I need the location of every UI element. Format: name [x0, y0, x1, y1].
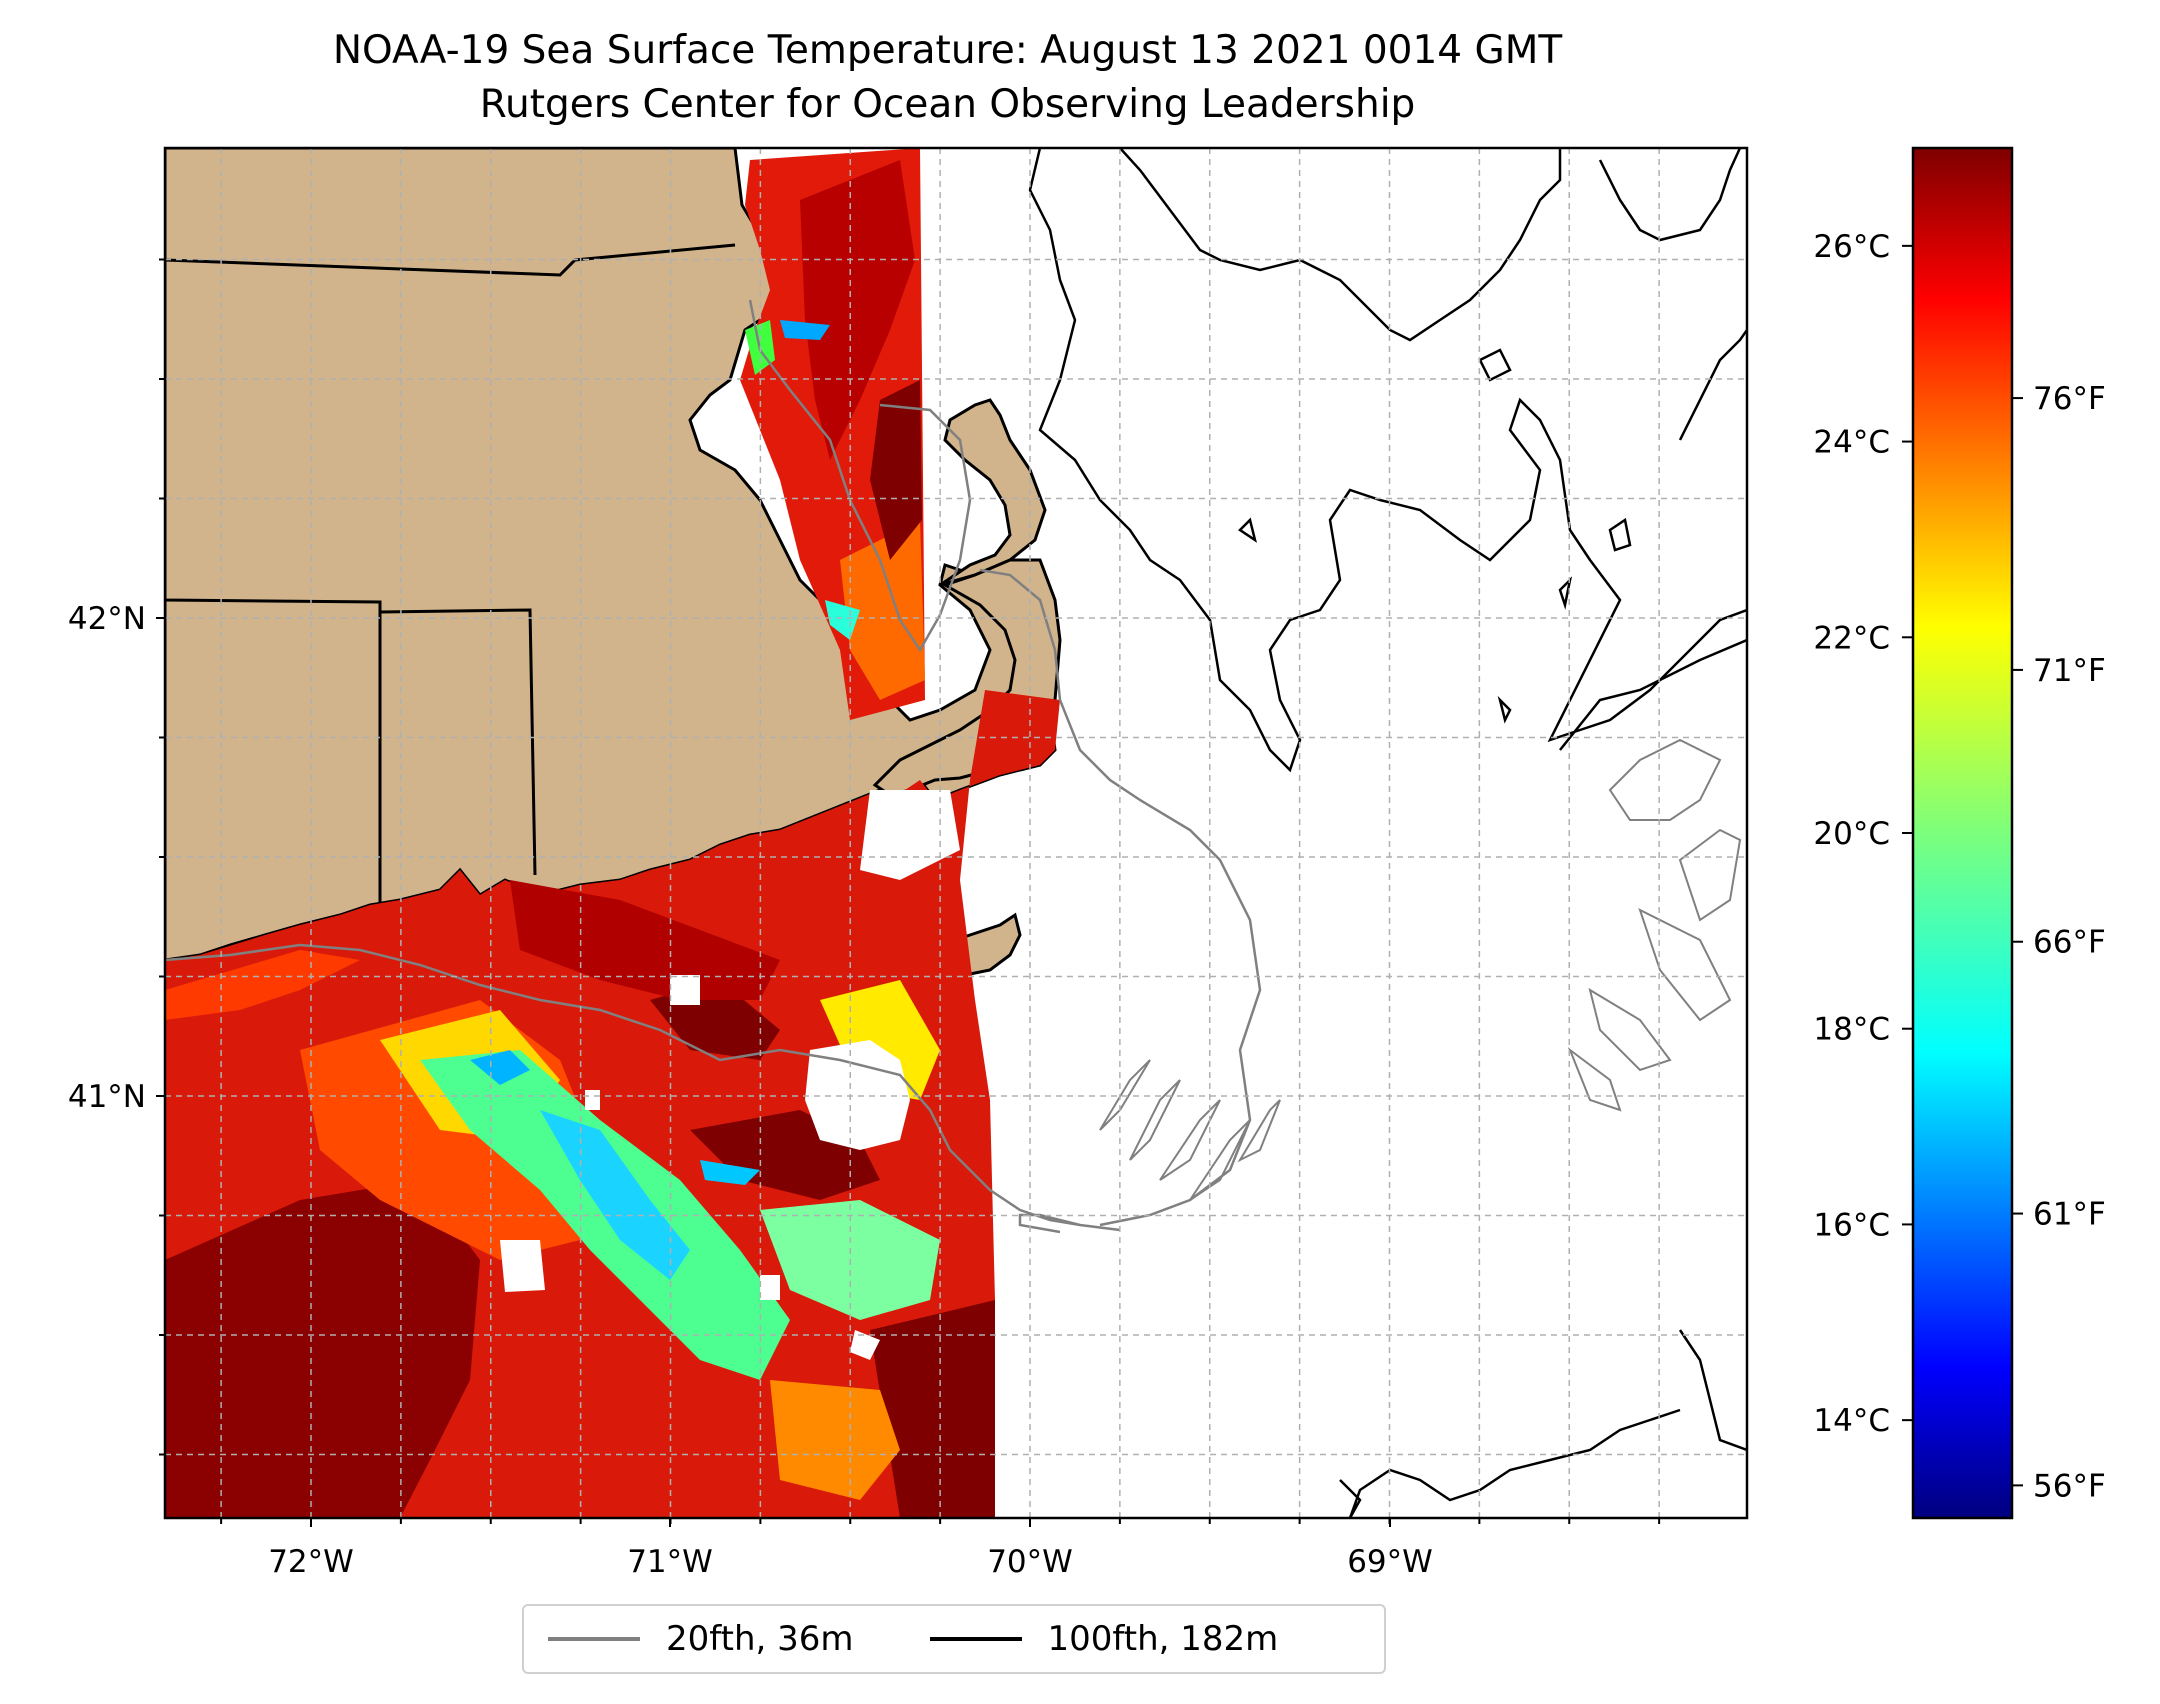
legend: 20fth, 36m 100fth, 182m	[522, 1604, 1386, 1674]
colorbar-label-c: 22°C	[1813, 620, 1890, 656]
legend-item-100fth: 100fth, 182m	[920, 1619, 1279, 1659]
legend-swatch-black	[929, 1637, 1022, 1641]
map-title: NOAA-19 Sea Surface Temperature: August …	[332, 28, 1563, 73]
colorbar-label-c: 14°C	[1813, 1403, 1890, 1439]
colorbar-label-c: 16°C	[1813, 1207, 1890, 1243]
sst-swath-south	[165, 690, 1060, 1518]
lat-tick-label: 42°N	[68, 601, 146, 637]
contour-100fth-islands	[1238, 348, 1632, 724]
colorbar	[1911, 146, 2014, 1520]
colorbar-label-f: 66°F	[2033, 925, 2106, 961]
legend-swatch-gray	[548, 1637, 640, 1641]
latitude-labels: 42°N 41°N	[68, 601, 165, 1115]
lat-tick-label: 41°N	[68, 1079, 146, 1115]
map-frame	[163, 146, 1749, 1520]
colorbar-label-c: 18°C	[1813, 1012, 1890, 1048]
colorbar-celsius-axis: 14°C 16°C 18°C 20°C 22°C 24°C 26°C	[1813, 229, 1913, 1439]
contour-20fth-shoals	[1099, 738, 1742, 1201]
gridlines	[165, 148, 1747, 1518]
lon-tick-label: 71°W	[627, 1544, 713, 1580]
colorbar-fahrenheit-axis: 56°F 61°F 66°F 71°F 76°F	[2012, 381, 2106, 1504]
state-border	[165, 148, 736, 930]
longitude-labels: 72°W 71°W 70°W 69°W	[268, 1518, 1433, 1580]
contour-100fth	[1028, 148, 1747, 1518]
map-area	[165, 148, 1747, 1518]
colorbar-label-c: 26°C	[1813, 229, 1890, 265]
colorbar-label-f: 56°F	[2033, 1468, 2106, 1504]
map-subtitle: Rutgers Center for Ocean Observing Leade…	[479, 82, 1416, 127]
lon-tick-label: 70°W	[987, 1544, 1073, 1580]
legend-label: 100fth, 182m	[1047, 1619, 1279, 1659]
legend-item-20fth: 20fth, 36m	[538, 1619, 854, 1659]
sst-swath-north	[740, 148, 925, 720]
colorbar-label-c: 20°C	[1813, 816, 1890, 852]
land-cape-cod	[939, 398, 1047, 587]
colorbar-label-f: 76°F	[2033, 381, 2106, 417]
colorbar-label-c: 24°C	[1813, 425, 1890, 461]
contour-20fth	[165, 299, 1262, 1234]
lon-tick-label: 69°W	[1347, 1544, 1433, 1580]
legend-label: 20fth, 36m	[666, 1619, 854, 1659]
colorbar-label-f: 61°F	[2033, 1197, 2106, 1233]
colorbar-label-f: 71°F	[2033, 653, 2106, 689]
lon-tick-label: 72°W	[268, 1544, 354, 1580]
